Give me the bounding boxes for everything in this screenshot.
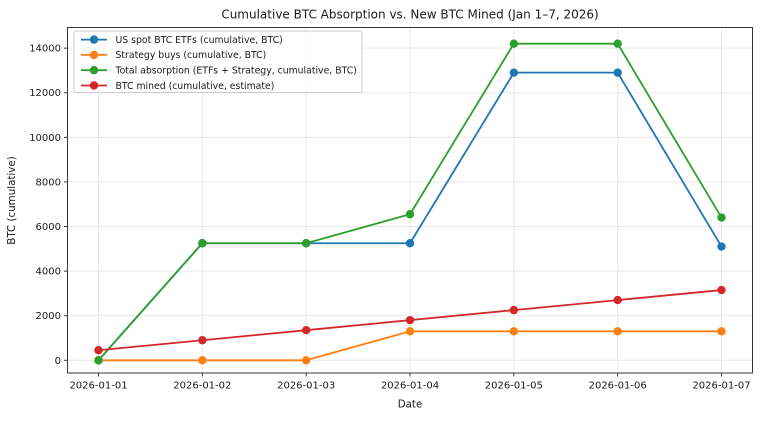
x-axis-label: Date — [398, 399, 423, 411]
legend-label: BTC mined (cumulative, estimate) — [116, 81, 275, 92]
data-point-marker — [94, 346, 103, 355]
data-point-marker — [717, 242, 726, 251]
data-point-marker — [613, 295, 622, 305]
data-point-marker — [405, 315, 415, 325]
legend: US spot BTC ETFs (cumulative, BTC) Strate… — [73, 30, 363, 93]
data-point-marker — [613, 39, 622, 48]
data-point-marker — [613, 327, 622, 336]
x-tick-label: 2026-01-02 — [173, 381, 231, 392]
chart-title: Cumulative BTC Absorption vs. New BTC Mi… — [221, 8, 598, 22]
data-point-marker — [301, 325, 311, 335]
legend-label: Total absorption (ETFs + Strategy, cumul… — [115, 66, 357, 77]
x-tick-label: 2026-01-06 — [589, 381, 647, 392]
y-tick-label: 4000 — [36, 267, 61, 278]
legend-entry: Total absorption (ETFs + Strategy, cumul… — [81, 66, 357, 77]
data-point-marker — [509, 68, 519, 77]
data-point-marker — [717, 213, 726, 222]
y-tick-label: 2000 — [36, 311, 61, 322]
legend-marker — [89, 50, 99, 60]
x-tick-label: 2026-01-05 — [485, 381, 543, 392]
y-tick-label: 14000 — [29, 44, 61, 55]
data-point-marker — [405, 327, 415, 336]
legend-marker — [89, 66, 99, 75]
data-point-marker — [301, 239, 311, 248]
legend-entry: BTC mined (cumulative, estimate) — [81, 81, 274, 92]
legend-marker — [89, 35, 99, 44]
x-tick-label: 2026-01-01 — [69, 381, 127, 392]
data-point-marker — [509, 327, 519, 336]
data-point-marker — [405, 239, 415, 248]
legend-label: Strategy buys (cumulative, BTC) — [116, 50, 267, 61]
data-point-marker — [717, 327, 726, 336]
y-tick-label: 6000 — [36, 222, 61, 233]
y-axis-label: BTC (cumulative) — [6, 156, 18, 245]
data-point-marker — [94, 356, 103, 365]
y-tick-label: 0 — [55, 356, 61, 367]
data-point-marker — [198, 356, 207, 365]
data-point-marker — [198, 239, 207, 248]
legend-entry: US spot BTC ETFs (cumulative, BTC) — [81, 35, 283, 46]
x-tick-label: 2026-01-07 — [692, 381, 750, 392]
legend-label: US spot BTC ETFs (cumulative, BTC) — [116, 35, 283, 46]
data-point-marker — [613, 68, 622, 77]
data-point-marker — [405, 210, 415, 219]
legend-box — [73, 30, 363, 93]
y-tick-label: 8000 — [36, 177, 61, 188]
plot-area: 0 2000 4000 6000 8000 10000 12000 14000 2026-01-… — [29, 27, 753, 392]
data-point-marker — [717, 285, 726, 295]
data-point-marker — [198, 336, 207, 345]
data-point-marker — [301, 356, 311, 365]
legend-marker — [89, 81, 99, 90]
data-point-marker — [509, 305, 519, 315]
legend-entry: Strategy buys (cumulative, BTC) — [81, 50, 266, 61]
y-tick-label: 12000 — [29, 88, 61, 99]
data-point-marker — [509, 39, 519, 48]
x-tick-label: 2026-01-03 — [277, 381, 335, 392]
y-tick-label: 10000 — [29, 133, 61, 144]
x-tick-label: 2026-01-04 — [381, 381, 439, 392]
